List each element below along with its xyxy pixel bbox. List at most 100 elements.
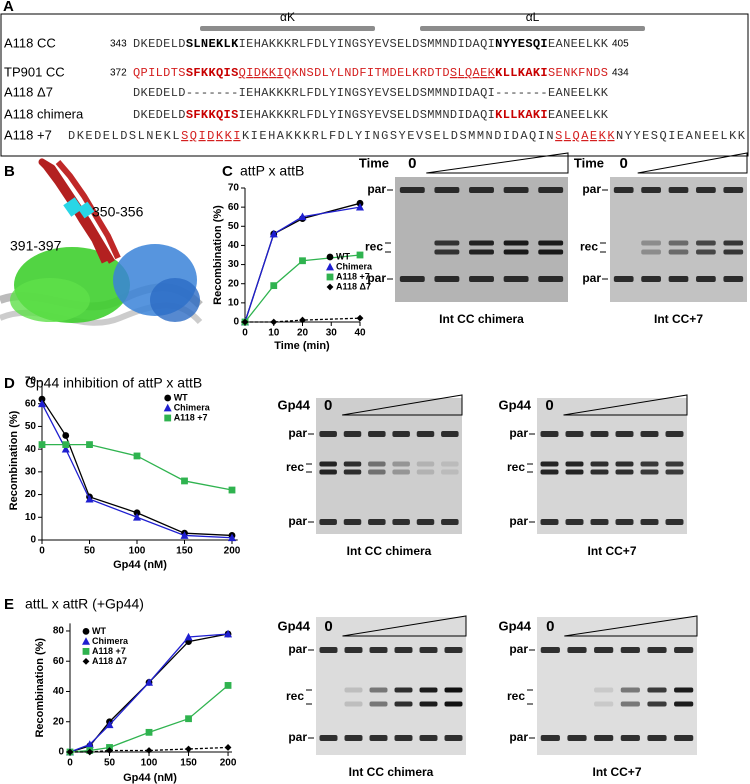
gel-band xyxy=(665,461,684,467)
gel-band xyxy=(399,276,425,282)
gel-caption: Int CC+7 xyxy=(654,312,703,326)
sequence-segment: IEHAKKKRLFDLYINGSYEVSELDSMMNDIDAQI xyxy=(239,37,495,51)
gel-band xyxy=(615,519,634,525)
sequence-segment: SLNEKLK xyxy=(186,37,239,51)
x-tick-label: 0 xyxy=(67,758,73,769)
sequence-segment: DKEDELD xyxy=(133,108,185,122)
gel-band xyxy=(343,469,362,475)
panel-label: B xyxy=(4,163,15,180)
marker xyxy=(133,509,141,517)
gel-band xyxy=(469,240,494,246)
gel-band xyxy=(394,735,413,741)
residue-end: 405 xyxy=(612,39,629,50)
y-axis-label: Recombination (%) xyxy=(212,205,224,305)
gel-image xyxy=(537,617,697,755)
gel-band xyxy=(540,647,560,653)
marker xyxy=(185,715,192,723)
x-tick-label: 0 xyxy=(39,546,45,557)
series-line xyxy=(41,403,233,539)
gel-band xyxy=(469,276,494,282)
legend-marker xyxy=(82,637,90,645)
legend-marker xyxy=(326,283,334,291)
band-label: rec xyxy=(580,240,598,254)
gel-band xyxy=(368,461,386,467)
x-tick-label: 0 xyxy=(242,328,248,339)
gel-band xyxy=(641,276,661,282)
gel-band xyxy=(344,701,363,707)
panel-a-box xyxy=(0,13,749,157)
gel-band xyxy=(540,431,559,437)
gradient-wedge xyxy=(563,394,688,416)
gel-band xyxy=(538,240,564,246)
gel-band xyxy=(696,187,716,193)
gel-axis-label: Gp44 xyxy=(277,397,310,412)
marker xyxy=(133,452,141,460)
legend-marker xyxy=(326,253,334,261)
marker xyxy=(61,444,70,453)
band-label: rec xyxy=(286,689,304,703)
marker xyxy=(269,229,278,238)
gel-zero-label: 0 xyxy=(620,155,628,172)
sequence-segment: KIEHAKKKRLFDLYINGSYEVSELDSMMNDIDAQIN xyxy=(242,129,554,143)
y-tick-label: 40 xyxy=(53,686,65,697)
marker xyxy=(224,744,232,751)
band-label: par xyxy=(582,271,601,285)
gel-band xyxy=(441,461,459,467)
gel-band xyxy=(590,469,609,475)
helix-bar xyxy=(420,26,645,31)
y-tick-label: 60 xyxy=(25,398,37,409)
y-tick-label: 70 xyxy=(25,376,37,387)
sequence-segment: SLQAEK xyxy=(450,66,496,80)
gel-band xyxy=(613,276,634,282)
marker xyxy=(145,678,154,686)
gel-band xyxy=(392,469,410,475)
gel-axis-label: Time xyxy=(359,155,389,170)
y-tick-label: 70 xyxy=(228,183,240,194)
legend-label: WT xyxy=(92,626,106,636)
gel-band xyxy=(444,647,463,653)
gel-axis-label: Gp44 xyxy=(498,618,531,633)
gel-band xyxy=(696,240,716,246)
gel-caption: Int CC chimera xyxy=(439,312,524,326)
gel-band xyxy=(538,249,564,255)
legend-label: A118 +7 xyxy=(92,646,126,656)
band-label: par xyxy=(509,730,528,744)
panel-label: A xyxy=(3,0,14,15)
gradient-wedge xyxy=(426,152,569,174)
structure-label: 350-356 xyxy=(92,204,144,220)
marker xyxy=(299,316,306,324)
legend-marker xyxy=(326,262,334,271)
gel-band xyxy=(419,687,438,693)
gel-band xyxy=(416,519,435,525)
gel-band xyxy=(641,249,661,255)
sequence-segment: SQIDKKI xyxy=(181,129,240,143)
legend-marker xyxy=(82,648,90,655)
gel-band xyxy=(647,647,667,653)
sequence-segment: EANEELKK xyxy=(548,37,609,51)
gel-band xyxy=(647,687,667,693)
series-line xyxy=(244,206,361,323)
chart-title: Gp44 inhibition of attP x attB xyxy=(25,375,202,391)
legend-label: Chimera xyxy=(336,261,373,271)
gel-band xyxy=(369,735,388,741)
gel-band xyxy=(392,519,410,525)
gel-band xyxy=(640,461,659,467)
sequence: DKEDELD-------IEHAKKKRLFDLYINGSYEVSELDSM… xyxy=(133,86,609,100)
gel-band xyxy=(394,647,413,653)
sequence-segment: QKNSDLYLNDFITMDELKRDTD xyxy=(284,66,450,80)
y-tick-label: 10 xyxy=(228,297,240,308)
band-label: par xyxy=(582,182,601,196)
gel-band xyxy=(594,735,614,741)
marker xyxy=(228,486,236,494)
marker xyxy=(270,282,278,290)
helix-label: αL xyxy=(526,10,540,24)
gel-band xyxy=(620,647,640,653)
gel-band xyxy=(469,249,494,255)
gel-zero-label: 0 xyxy=(408,155,416,172)
sequence-segment: SFKKQIS xyxy=(186,108,238,122)
gel-band xyxy=(343,461,362,467)
marker xyxy=(86,748,94,756)
gel-band xyxy=(615,469,634,475)
band-label: rec xyxy=(286,460,304,474)
